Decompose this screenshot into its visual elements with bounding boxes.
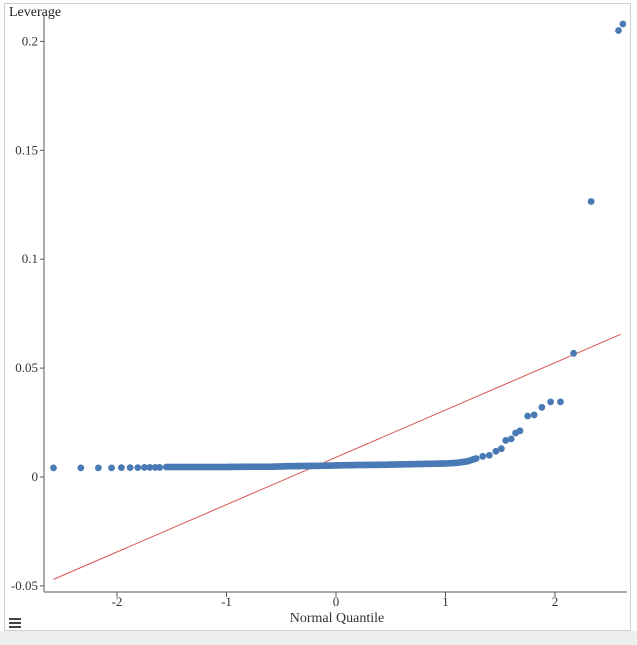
data-point (587, 198, 595, 205)
y-tick-label: 0 (32, 469, 39, 484)
data-point (497, 445, 505, 453)
x-tick-label: 2 (552, 594, 559, 609)
axes (43, 15, 627, 593)
data-point (117, 464, 125, 472)
data-point (126, 464, 134, 472)
data-point (570, 349, 578, 357)
data-point (472, 455, 480, 462)
x-tick-label: 1 (442, 594, 449, 609)
y-tick-label: 0.2 (22, 33, 38, 48)
x-axis-label: Normal Quantile (290, 611, 384, 626)
data-point (619, 20, 627, 28)
data-point (134, 464, 142, 472)
y-axis-label: Leverage (9, 5, 62, 20)
data-point (615, 27, 622, 34)
data-points (50, 20, 627, 472)
y-tick-label: 0.05 (15, 360, 38, 375)
data-point (140, 464, 148, 471)
x-ticks: -2 -1 0 1 2 (112, 592, 559, 609)
data-point (479, 452, 487, 460)
data-point (538, 403, 546, 411)
data-point (516, 427, 524, 435)
data-point (547, 398, 555, 406)
data-point (524, 412, 532, 420)
y-tick-label: 0.15 (15, 142, 38, 157)
data-point (507, 435, 515, 443)
y-tick-label: 0.1 (22, 251, 38, 266)
data-point (557, 398, 564, 406)
data-point (502, 437, 510, 444)
data-point (156, 464, 164, 471)
y-tick-label: -0.05 (11, 578, 38, 593)
data-point (492, 447, 500, 455)
data-point (485, 451, 493, 459)
x-tick-label: 0 (333, 594, 340, 609)
data-point (77, 464, 85, 472)
menu-icon[interactable] (9, 618, 21, 628)
data-point (108, 464, 115, 472)
data-point (50, 464, 57, 472)
data-point (94, 464, 102, 472)
bottom-strip (0, 631, 637, 645)
y-ticks: -0.05 0 0.05 0.1 0.15 0.2 (11, 33, 44, 593)
data-point (530, 411, 538, 419)
chart-frame (4, 3, 631, 631)
data-point (146, 464, 154, 471)
reference-line (53, 333, 621, 580)
x-tick-label: -2 (112, 594, 123, 609)
x-tick-label: -1 (221, 594, 232, 609)
